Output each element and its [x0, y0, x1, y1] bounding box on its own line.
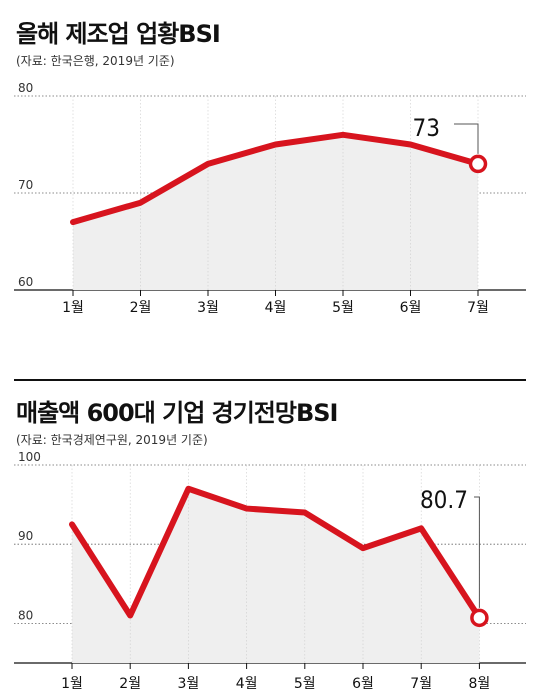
chart-title: 매출액 600대 기업 경기전망BSI: [16, 399, 338, 427]
annotation-value: 73: [413, 114, 440, 142]
x-tick-label: 2월: [119, 676, 141, 692]
series-line: [69, 485, 483, 621]
x-tick-label: 6월: [352, 676, 374, 692]
chart-title: 올해 제조업 업황BSI: [16, 20, 221, 48]
x-tick-label: 8월: [469, 676, 491, 692]
x-tick-label: 7월: [410, 676, 432, 692]
x-tick-label: 7월: [467, 300, 489, 316]
x-tick-label: 1월: [62, 300, 84, 316]
x-tick-label: 5월: [332, 300, 354, 316]
x-tick-label: 4월: [236, 676, 258, 692]
area-fill: [72, 488, 480, 663]
y-tick-label: 80: [18, 81, 33, 95]
annotation-leader: [454, 123, 479, 154]
end-point-marker: [470, 608, 489, 628]
y-tick-label: 80: [18, 608, 33, 622]
panel-divider: [14, 379, 526, 381]
series-line: [70, 131, 481, 226]
annotation-value: 80.7: [420, 486, 468, 514]
x-tick-label: 1월: [61, 676, 83, 692]
y-tick-label: 60: [18, 275, 33, 289]
x-tick-label: 2월: [130, 300, 152, 316]
x-tick-label: 3월: [178, 676, 200, 692]
x-tick-label: 3월: [197, 300, 219, 316]
chart-1-plot: 60 70 80 1월 2월 3월 4월 5월 6월 7월 73: [14, 81, 526, 316]
y-tick-label: 90: [18, 529, 33, 543]
chart-source: (자료: 한국은행, 2019년 기준): [16, 54, 175, 68]
chart-source: (자료: 한국경제연구원, 2019년 기준): [16, 433, 208, 447]
x-tick-label: 5월: [294, 676, 316, 692]
x-tick-label: 4월: [265, 300, 287, 316]
end-point-marker: [468, 154, 488, 174]
x-tick-label: 6월: [400, 300, 422, 316]
y-tick-label: 70: [18, 178, 33, 192]
y-tick-label: 100: [18, 450, 41, 464]
annotation-leader: [474, 496, 480, 608]
